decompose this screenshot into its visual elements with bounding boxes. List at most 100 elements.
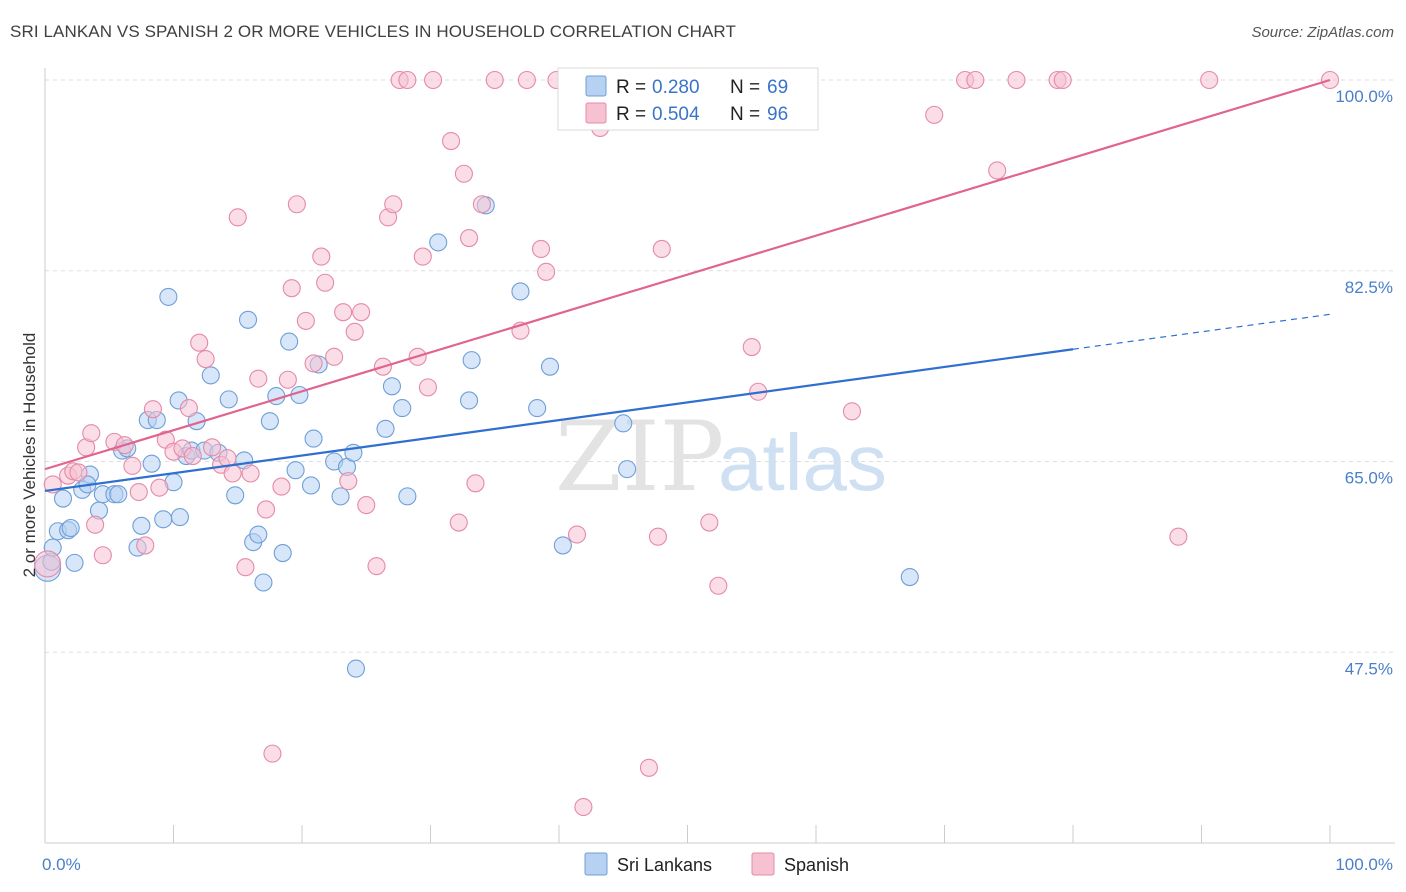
legend-n-value-2: 96 — [767, 104, 788, 125]
sri-lankans-point-44 — [286, 461, 305, 480]
spanish-point-69 — [567, 525, 587, 544]
spanish-point-15 — [150, 478, 169, 497]
sri-lankans-point-68 — [900, 567, 919, 587]
sri-lankans-point-41 — [267, 387, 286, 406]
spanish-point-94 — [1053, 70, 1072, 90]
sri-lankans-point-39 — [254, 573, 273, 592]
spanish-point-62 — [472, 195, 491, 214]
spanish-point-60 — [459, 229, 479, 248]
spanish-point-28 — [236, 558, 255, 577]
spanish-point-34 — [278, 370, 297, 389]
spanish-point-88 — [925, 105, 944, 124]
legend-r-label-2: R = — [616, 104, 646, 125]
legend: R = 0.280 N = 69 R = 0.504 N = 96 — [557, 67, 819, 131]
spanish-point-35 — [282, 279, 301, 298]
sri-lankans-point-7 — [65, 553, 84, 572]
x-tick-label-0: 0.0% — [42, 855, 81, 874]
legend-swatch-blue — [585, 75, 607, 97]
spanish-point-55 — [418, 378, 437, 397]
sri-lankans-point-60 — [462, 351, 481, 370]
spanish-point-0 — [34, 550, 62, 578]
sri-lankans-point-64 — [540, 357, 560, 376]
spanish-point-39 — [312, 247, 331, 266]
y-tick-labels: 47.5% 65.0% 82.5% 100.0% — [1335, 87, 1393, 678]
sri-lankans-point-22 — [154, 510, 173, 529]
spanish-point-33 — [272, 477, 291, 496]
spanish-point-70 — [574, 797, 593, 817]
spanish-point-29 — [241, 464, 260, 483]
spanish-point-80 — [709, 576, 728, 595]
spanish-point-38 — [304, 354, 323, 373]
y-tick-label-0: 47.5% — [1345, 659, 1393, 678]
spanish-point-46 — [357, 496, 376, 515]
sri-lankans-point-66 — [614, 414, 633, 433]
sri-lankans-point-62 — [511, 282, 530, 301]
spanish-point-58 — [449, 513, 468, 532]
spanish-point-11 — [123, 456, 142, 475]
watermark-zip: ZIP — [555, 401, 724, 513]
bottom-legend: Sri Lankans Spanish — [584, 852, 849, 876]
trend-lines — [44, 78, 1331, 493]
spanish-point-95 — [1169, 527, 1188, 546]
sri-lankans-point-50 — [331, 487, 350, 506]
sri-lankans-point-47 — [304, 429, 323, 448]
axes — [44, 68, 1395, 844]
sri-lankans-point-40 — [260, 412, 279, 431]
sri-lankans-point-56 — [393, 399, 412, 418]
chart-title: SRI LANKAN VS SPANISH 2 OR MORE VEHICLES… — [10, 22, 736, 41]
bottom-legend-swatch-spanish — [751, 852, 775, 876]
sri-lankans-point-65 — [553, 536, 572, 555]
sri-lankans-point-18 — [132, 516, 151, 535]
spanish-point-40 — [316, 273, 335, 292]
spanish-point-36 — [287, 195, 306, 214]
spanish-point-92 — [1007, 70, 1026, 90]
sri-lankans-point-20 — [142, 454, 161, 473]
sri-lankans-point-36 — [238, 310, 258, 329]
spanish-point-20 — [183, 446, 202, 466]
spanish-point-54 — [413, 247, 432, 266]
spanish-point-91 — [988, 161, 1007, 180]
spanish-point-21 — [190, 333, 209, 352]
sri-lankans-point-6 — [61, 518, 80, 538]
spanish-point-63 — [485, 70, 504, 90]
sri-lankans-point-34 — [226, 486, 245, 505]
y-tick-label-3: 100.0% — [1335, 87, 1393, 106]
legend-n-label-2: N = — [730, 104, 760, 125]
spanish-point-75 — [639, 758, 659, 777]
spanish-point-14 — [143, 400, 162, 419]
sri-lankans-point-38 — [249, 525, 268, 544]
sri-lankans-point-54 — [376, 419, 395, 438]
sri-lankans-point-58 — [429, 233, 448, 252]
sri-lankans-trend-line — [44, 348, 1074, 493]
sri-lankans-point-23 — [159, 287, 178, 306]
spanish-point-42 — [334, 303, 353, 322]
sri-lankans-point-14 — [109, 485, 128, 504]
spanish-point-23 — [203, 438, 222, 457]
sri-lankans-point-67 — [618, 460, 637, 479]
spanish-point-96 — [1200, 70, 1219, 90]
x-tick-label-1: 100.0% — [1335, 855, 1393, 874]
bottom-legend-swatch-sri-lankans — [584, 852, 608, 876]
y-tick-label-2: 82.5% — [1345, 278, 1393, 297]
spanish-point-87 — [842, 402, 862, 421]
sri-lankans-trend-extension — [1072, 313, 1331, 350]
y-axis-label: 2 or more Vehicles in Household — [20, 333, 39, 578]
spanish-point-27 — [228, 208, 247, 227]
spanish-point-12 — [129, 482, 148, 502]
spanish-point-6 — [82, 424, 101, 443]
sri-lankans-point-4 — [53, 489, 73, 508]
spanish-point-76 — [648, 527, 667, 546]
spanish-point-32 — [263, 744, 282, 763]
spanish-point-13 — [136, 536, 155, 555]
legend-r-value-1: 0.280 — [652, 77, 700, 98]
spanish-point-19 — [179, 399, 198, 418]
spanish-point-44 — [345, 322, 364, 341]
sri-lankans-point-26 — [170, 508, 189, 527]
spanish-point-90 — [966, 70, 985, 90]
watermark: ZIP atlas — [555, 401, 887, 513]
spanish-point-50 — [384, 195, 403, 214]
sri-lankans-point-63 — [528, 399, 547, 418]
spanish-point-77 — [652, 239, 671, 258]
spanish-point-65 — [517, 70, 536, 90]
